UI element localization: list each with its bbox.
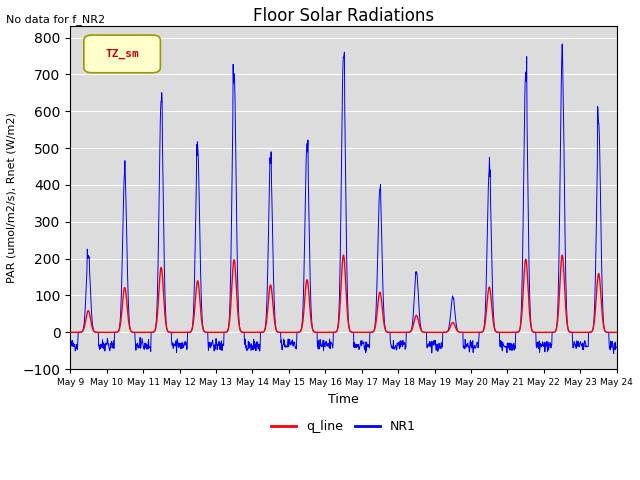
NR1	[175, 344, 182, 350]
q_line	[249, 329, 257, 335]
X-axis label: Time: Time	[328, 393, 359, 406]
q_line	[613, 329, 621, 335]
NR1	[67, 341, 74, 347]
NR1	[548, 342, 556, 348]
NR1	[428, 344, 436, 350]
NR1	[249, 343, 257, 348]
NR1	[559, 41, 566, 47]
q_line	[339, 252, 347, 258]
Line: q_line: q_line	[70, 255, 617, 332]
NR1	[500, 342, 508, 348]
Legend: q_line, NR1: q_line, NR1	[266, 415, 421, 438]
Y-axis label: PAR (umol/m2/s), Rnet (W/m2): PAR (umol/m2/s), Rnet (W/m2)	[7, 112, 17, 283]
NR1	[613, 345, 621, 350]
q_line	[188, 327, 196, 333]
NR1	[188, 327, 196, 333]
FancyBboxPatch shape	[84, 35, 161, 73]
Line: NR1: NR1	[70, 44, 617, 353]
NR1	[610, 350, 618, 356]
q_line	[500, 329, 508, 335]
q_line	[67, 329, 74, 335]
q_line	[429, 329, 436, 335]
Text: No data for f_NR2: No data for f_NR2	[6, 14, 106, 25]
q_line	[548, 329, 556, 335]
q_line	[175, 329, 182, 335]
Text: TZ_sm: TZ_sm	[105, 49, 139, 59]
Title: Floor Solar Radiations: Floor Solar Radiations	[253, 7, 434, 25]
